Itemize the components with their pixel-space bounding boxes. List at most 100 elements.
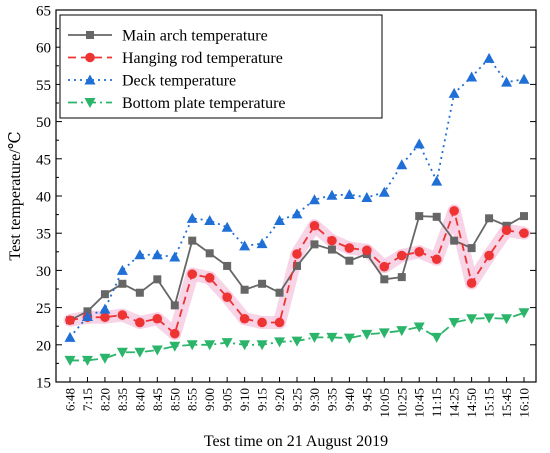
data-point [169, 328, 180, 339]
x-tick-label: 10:45 [412, 388, 427, 418]
data-point [519, 228, 529, 238]
data-point [204, 273, 215, 283]
series-line [69, 57, 525, 338]
y-tick-label: 40 [36, 190, 51, 206]
data-point [99, 303, 111, 314]
data-point [292, 249, 302, 259]
x-tick-label: 9:20 [272, 388, 287, 411]
data-point [380, 275, 389, 284]
x-tick-label: 8:45 [150, 388, 165, 411]
data-point [239, 340, 251, 351]
data-point [291, 336, 303, 347]
x-tick-label: 11:15 [429, 388, 444, 417]
x-tick-label: 14:50 [464, 388, 479, 418]
data-point [239, 240, 251, 251]
data-point [309, 220, 320, 231]
data-point [222, 292, 232, 302]
data-point [413, 138, 425, 149]
x-tick-label: 9:25 [290, 388, 305, 411]
data-point [135, 288, 144, 297]
data-point [64, 331, 76, 342]
data-point [256, 238, 268, 249]
data-point [344, 243, 355, 253]
data-point [431, 175, 443, 186]
data-point [448, 317, 460, 328]
data-point [520, 212, 528, 221]
y-tick-label: 60 [36, 41, 51, 57]
data-point [81, 355, 93, 366]
y-tick-label: 55 [36, 78, 51, 94]
x-tick-label: 9:40 [342, 388, 357, 411]
data-point [343, 189, 355, 200]
data-point [467, 244, 476, 253]
data-point [432, 212, 441, 221]
x-tick-label: 9:05 [220, 388, 235, 411]
data-point [256, 340, 268, 351]
x-tick-label: 8:35 [115, 388, 130, 411]
data-point [65, 315, 75, 326]
data-point [518, 308, 530, 319]
data-point [362, 245, 372, 256]
data-point [153, 275, 162, 284]
data-point [274, 337, 286, 348]
data-point [501, 314, 513, 325]
data-point [274, 215, 286, 226]
y-tick-label: 65 [36, 4, 51, 20]
data-point [117, 310, 128, 320]
legend-box [59, 14, 383, 119]
legend-label: Main arch temperature [122, 28, 268, 45]
data-point [81, 311, 93, 322]
x-tick-label: 10:25 [394, 388, 409, 418]
y-tick-label: 30 [36, 264, 51, 280]
data-point [293, 261, 301, 270]
data-point [204, 215, 216, 226]
data-point [223, 261, 232, 270]
data-point [240, 285, 249, 294]
data-point [414, 247, 425, 257]
y-tick-label: 25 [36, 301, 51, 317]
series-3 [64, 52, 530, 342]
data-point [221, 221, 233, 232]
legend-label: Deck temperature [122, 73, 236, 90]
data-point [485, 214, 494, 223]
data-point [326, 189, 338, 200]
x-tick-label: 8:50 [167, 388, 182, 411]
data-point [151, 345, 163, 356]
data-point [221, 338, 233, 349]
data-point [85, 52, 95, 63]
data-point [308, 194, 320, 205]
x-tick-label: 7:15 [80, 388, 95, 411]
series-4 [64, 308, 530, 366]
data-point [378, 186, 390, 197]
data-point [449, 206, 459, 216]
data-point [327, 235, 337, 246]
x-tick-label: 9:30 [307, 388, 322, 411]
highlight-bands [63, 204, 531, 341]
x-tick-label: 9:15 [255, 388, 270, 411]
x-tick-label: 8:40 [132, 388, 147, 411]
series-2 [65, 206, 529, 339]
data-point [84, 74, 96, 85]
data-point [239, 313, 250, 324]
data-point [310, 240, 319, 249]
data-point [186, 212, 198, 223]
series-layer [64, 52, 530, 366]
data-point [134, 347, 146, 358]
legend: Main arch temperature Hanging rod tempera… [59, 14, 383, 119]
y-tick-label: 45 [36, 152, 51, 168]
data-point [379, 261, 390, 272]
data-point [188, 236, 197, 245]
data-point [345, 256, 354, 265]
y-axis: 15 20 25 30 35 40 45 50 55 60 65 [36, 4, 536, 392]
data-point [415, 212, 424, 221]
data-point [169, 251, 181, 262]
data-point [396, 159, 408, 170]
data-point [291, 208, 303, 219]
data-point [187, 269, 198, 279]
x-tick-label: 8:55 [185, 388, 200, 411]
y-tick-label: 50 [36, 115, 51, 131]
data-point [361, 329, 373, 340]
data-point [448, 87, 460, 98]
y-axis-label: Test temperature/℃ [7, 131, 24, 260]
